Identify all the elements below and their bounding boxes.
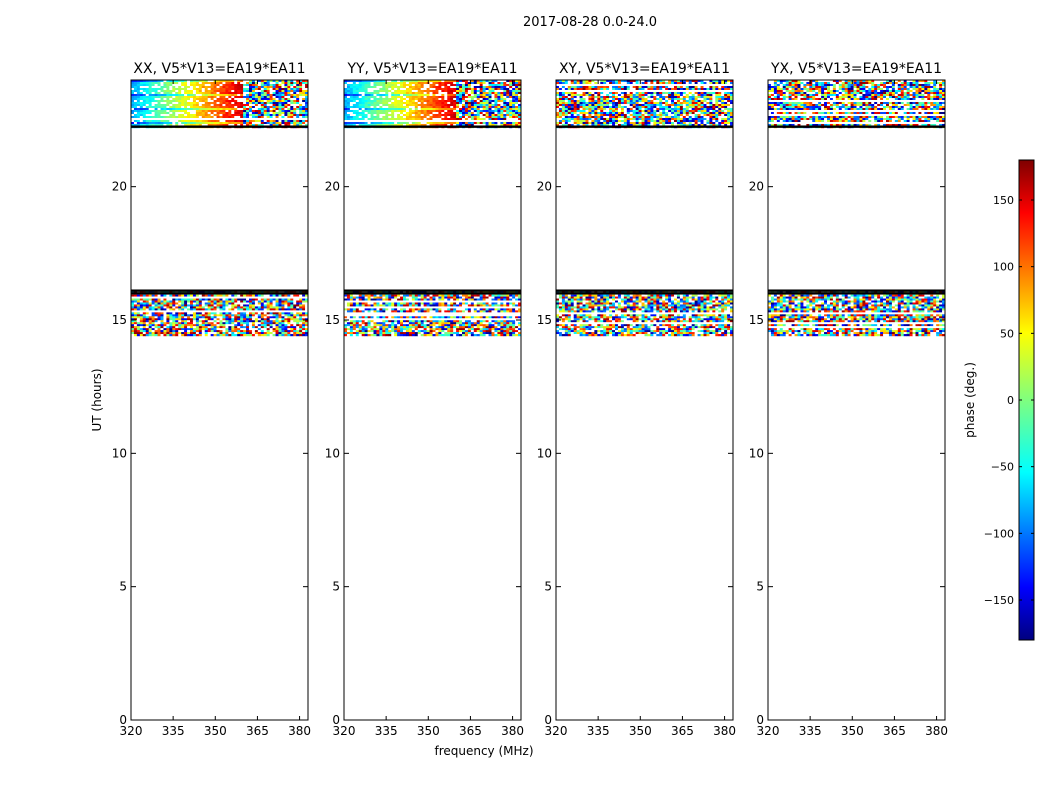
y-tick-label: 15 <box>537 313 552 327</box>
colorbar-tick-label: 100 <box>993 261 1014 274</box>
y-tick-label: 5 <box>119 580 127 594</box>
colorbar-label: phase (deg.) <box>963 362 977 438</box>
gap-line <box>556 292 733 295</box>
y-tick-label: 15 <box>112 313 127 327</box>
y-tick-label: 15 <box>749 313 764 327</box>
heatmap-cells <box>344 80 522 337</box>
panel-1: XX, V5*V13=EA19*EA11 320 335 350 365 380 0 5 10 1… <box>112 61 311 738</box>
x-tick-label: 350 <box>204 724 227 738</box>
heatmap-cells <box>556 80 734 337</box>
x-tick-label: 350 <box>841 724 864 738</box>
y-tick-label: 5 <box>544 580 552 594</box>
x-tick-label: 380 <box>501 724 524 738</box>
y-tick-label: 5 <box>756 580 764 594</box>
y-tick-label: 20 <box>749 180 764 194</box>
x-tick-label: 365 <box>246 724 269 738</box>
colorbar-ticks: 150 100 50 0 −50 −100 −150 <box>984 194 1034 607</box>
panel-4: YX, V5*V13=EA19*EA11 320 335 350 365 380 0 5 10 1… <box>749 61 948 738</box>
x-tick-label: 365 <box>671 724 694 738</box>
x-tick-label: 335 <box>799 724 822 738</box>
y-tick-label: 15 <box>325 313 340 327</box>
y-tick-label: 0 <box>544 713 552 727</box>
gap-line <box>556 125 733 128</box>
colorbar-tick-label: 50 <box>1000 327 1014 340</box>
y-tick-label: 10 <box>749 446 764 460</box>
gap-line <box>131 289 308 292</box>
x-tick-label: 335 <box>375 724 398 738</box>
x-tick-label: 380 <box>925 724 948 738</box>
x-tick-label: 350 <box>629 724 652 738</box>
panel-background <box>131 80 308 720</box>
panel-background <box>344 80 521 720</box>
y-tick-label: 20 <box>537 180 552 194</box>
gap-line <box>768 125 945 128</box>
y-axis-label: UT (hours) <box>90 368 104 431</box>
x-tick-label: 320 <box>333 724 356 738</box>
y-tick-label: 0 <box>756 713 764 727</box>
panel-title: YX, V5*V13=EA19*EA11 <box>770 61 942 77</box>
y-tick-label: 20 <box>325 180 340 194</box>
gap-line <box>344 289 521 292</box>
panel-title: XY, V5*V13=EA19*EA11 <box>559 61 730 77</box>
y-tick-label: 20 <box>112 180 127 194</box>
panel-frame <box>343 79 522 721</box>
x-tick-label: 335 <box>162 724 185 738</box>
y-tick-label: 0 <box>119 713 127 727</box>
gap-line <box>556 289 733 292</box>
colorbar-tick-label: −100 <box>984 527 1014 540</box>
x-tick-label: 365 <box>459 724 482 738</box>
colorbar-tick-label: 150 <box>993 194 1014 207</box>
panel-3: XY, V5*V13=EA19*EA11 320 335 350 365 380 0 5 10 1… <box>537 61 736 738</box>
panel-title: XX, V5*V13=EA19*EA11 <box>133 61 305 77</box>
y-tick-label: 0 <box>332 713 340 727</box>
colorbar-tick-label: −50 <box>991 461 1014 474</box>
panels: XX, V5*V13=EA19*EA11 320 335 350 365 380 0 5 10 1… <box>112 61 948 738</box>
gap-line <box>344 125 521 128</box>
colorbar: 150 100 50 0 −50 −100 −150 phase (deg.) <box>963 159 1035 641</box>
figure-title: 2017-08-28 0.0-24.0 <box>523 15 657 30</box>
panel-frame <box>130 79 309 721</box>
x-axis-label: frequency (MHz) <box>434 744 533 758</box>
colorbar-tick-label: −150 <box>984 594 1014 607</box>
x-tick-label: 335 <box>587 724 610 738</box>
colorbar-tick-label: 0 <box>1007 394 1014 407</box>
panel-background <box>768 80 945 720</box>
panel-frame <box>555 79 734 721</box>
y-tick-label: 10 <box>537 446 552 460</box>
x-tick-label: 380 <box>288 724 311 738</box>
y-tick-label: 10 <box>112 446 127 460</box>
gap-line <box>768 289 945 292</box>
y-tick-label: 5 <box>332 580 340 594</box>
x-tick-label: 320 <box>545 724 568 738</box>
panel-frame <box>767 79 946 721</box>
panel-2: YY, V5*V13=EA19*EA11 320 335 350 365 380 0 5 10 1… <box>325 61 524 738</box>
gap-line <box>344 292 521 295</box>
gap-line <box>131 125 308 128</box>
panel-title: YY, V5*V13=EA19*EA11 <box>346 61 517 77</box>
x-tick-label: 320 <box>757 724 780 738</box>
x-tick-label: 380 <box>713 724 736 738</box>
y-tick-label: 10 <box>325 446 340 460</box>
gap-line <box>768 292 945 295</box>
panel-background <box>556 80 733 720</box>
x-tick-label: 320 <box>120 724 143 738</box>
gap-line <box>131 292 308 295</box>
x-tick-label: 350 <box>417 724 440 738</box>
x-tick-label: 365 <box>883 724 906 738</box>
